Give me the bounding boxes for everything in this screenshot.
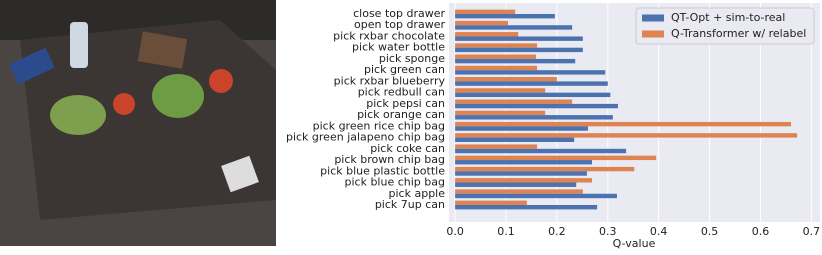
bar	[455, 99, 573, 104]
bar	[455, 155, 657, 161]
x-tick-label: 0.0	[446, 225, 464, 238]
y-tick-label: pick coke can	[370, 142, 445, 155]
bars	[455, 9, 798, 210]
y-tick-label: pick orange can	[357, 108, 445, 121]
bar	[455, 43, 538, 48]
y-tick-label: pick pepsi can	[366, 97, 445, 110]
y-tick-label: pick redbull can	[358, 86, 445, 99]
bar	[455, 77, 557, 82]
x-tick-label: 0.6	[752, 225, 770, 238]
bar	[455, 148, 627, 154]
y-tick-label: pick 7up can	[375, 198, 445, 211]
x-tick-label: 0.1	[497, 225, 515, 238]
bar	[455, 178, 593, 183]
photo	[0, 0, 276, 246]
x-tick-label: 0.5	[701, 225, 719, 238]
bar	[455, 189, 583, 194]
bar	[455, 126, 588, 131]
legend-swatch	[642, 14, 664, 22]
bar	[455, 36, 583, 41]
bar	[455, 182, 577, 187]
bar	[455, 144, 538, 149]
bar	[455, 137, 575, 142]
bar	[455, 14, 555, 19]
y-tick-label: pick rxbar blueberry	[334, 74, 446, 87]
x-tick-label: 0.4	[650, 225, 668, 238]
bar	[455, 20, 509, 26]
y-tick-label: pick blue chip bag	[345, 176, 446, 189]
y-tick-label: pick blue plastic bottle	[320, 164, 445, 177]
bar	[455, 9, 516, 14]
bar	[455, 121, 791, 127]
bar	[455, 58, 576, 64]
bar	[455, 47, 583, 53]
bar	[455, 32, 519, 37]
bar	[455, 70, 606, 75]
x-tick-label: 0.7	[803, 225, 821, 238]
y-tick-label: pick sponge	[379, 52, 445, 65]
bar	[455, 103, 618, 109]
legend-label: Q-Transformer w/ relabel	[671, 27, 806, 40]
bar	[455, 171, 587, 176]
y-tick-label: pick green can	[364, 63, 445, 76]
bar	[455, 92, 611, 98]
bar	[455, 110, 546, 116]
bar	[455, 166, 635, 172]
legend-swatch	[642, 30, 664, 38]
y-tick-label: close top drawer	[353, 7, 445, 20]
x-tick-label: 0.3	[599, 225, 617, 238]
y-tick-label: pick rxbar chocolate	[333, 29, 445, 42]
bar	[455, 25, 573, 30]
y-tick-label: pick apple	[389, 187, 446, 200]
bar	[455, 193, 617, 199]
y-tick-label: pick brown chip bag	[334, 153, 445, 166]
bar	[455, 133, 798, 138]
bar	[455, 205, 598, 210]
bar	[455, 65, 538, 71]
legend-box	[635, 7, 815, 45]
x-tick-label: 0.2	[548, 225, 566, 238]
x-axis-label: Q-value	[613, 237, 656, 250]
bar	[455, 160, 593, 165]
y-tick-label: open top drawer	[354, 18, 445, 31]
bar	[455, 88, 546, 93]
bar	[455, 200, 527, 205]
bar	[455, 115, 613, 120]
bar	[455, 81, 608, 86]
y-tick-label: pick green jalapeno chip bag	[286, 131, 445, 144]
legend-label: QT-Opt + sim-to-real	[671, 11, 785, 24]
y-tick-label: pick water bottle	[352, 41, 445, 54]
bar	[455, 54, 537, 59]
y-tick-label: pick green rice chip bag	[313, 119, 445, 132]
